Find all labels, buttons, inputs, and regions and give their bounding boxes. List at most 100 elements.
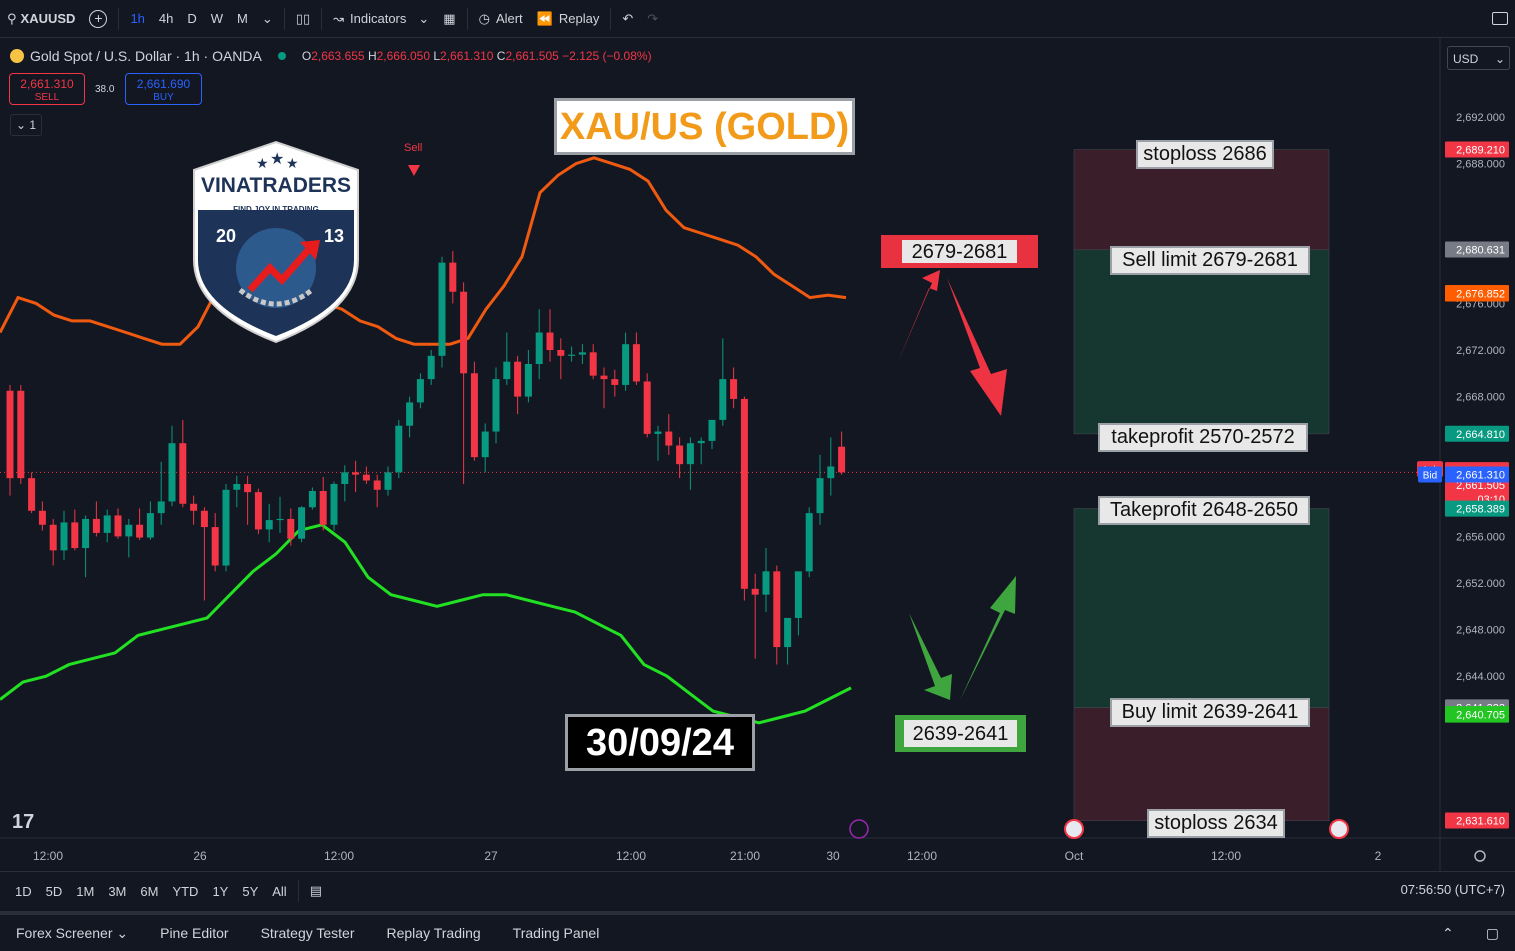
tab-replay-trading[interactable]: Replay Trading <box>386 925 481 941</box>
candles-icon: ▯▯ <box>295 10 311 26</box>
alert-button[interactable]: ◷ Alert <box>472 0 530 37</box>
candle-body <box>578 352 586 355</box>
arrow-down-green-icon <box>909 613 952 700</box>
price-tag-label: 2,661.310 <box>1456 470 1505 482</box>
candle-body <box>481 431 489 458</box>
candle-body <box>632 344 640 382</box>
time-tick-label: 12:00 <box>324 849 354 863</box>
interval-d[interactable]: D <box>187 11 197 26</box>
range-1m[interactable]: 1M <box>76 883 95 899</box>
bottom-panel-tabs: Forex Screener ⌄ Pine Editor Strategy Te… <box>0 911 1515 951</box>
range-1d[interactable]: 1D <box>15 883 32 899</box>
range-6m[interactable]: 6M <box>140 883 159 899</box>
candle-body <box>416 379 424 403</box>
buy-zone-label: 2639-2641 <box>895 715 1026 752</box>
quantity-stepper[interactable]: ⌄ 1 <box>10 114 42 136</box>
range-all[interactable]: All <box>272 883 287 899</box>
price-tag <box>1445 500 1509 517</box>
divider <box>297 880 299 902</box>
range-5y[interactable]: 5Y <box>242 883 259 899</box>
candle-body <box>341 472 349 484</box>
goto-date-button[interactable]: ▤ <box>303 883 329 899</box>
chevron-down-icon: ⌄ <box>116 924 129 941</box>
collapse-panel-button[interactable]: ⌃ <box>1426 925 1470 942</box>
interval-1h[interactable]: 1h <box>130 11 145 26</box>
price-tag <box>1445 466 1509 483</box>
indicators-label: Indicators <box>350 11 407 26</box>
range-ytd[interactable]: YTD <box>172 883 199 899</box>
svg-text:20: 20 <box>216 226 236 246</box>
candle-body <box>103 515 111 533</box>
interval-w[interactable]: W <box>210 11 224 26</box>
indicators-button[interactable]: ↝ Indicators ⌄ <box>326 0 436 37</box>
candle-body <box>136 524 144 538</box>
candle-body <box>751 588 759 595</box>
candle-body <box>17 390 25 479</box>
currency-select[interactable]: USD ⌄ <box>1447 46 1510 70</box>
range-3m[interactable]: 3M <box>108 883 127 899</box>
layouts-button[interactable]: ▦ <box>436 0 462 37</box>
candle-body <box>438 262 446 356</box>
sell-limit-label: Sell limit 2679-2681 <box>1110 246 1310 275</box>
undo-button[interactable]: ↶ <box>615 0 640 37</box>
candle-body <box>676 445 684 465</box>
tab-forex-screener[interactable]: Forex Screener ⌄ <box>16 924 129 941</box>
redo-button[interactable]: ↷ <box>640 0 665 37</box>
sell-marker-icon <box>408 165 420 176</box>
interval-4h[interactable]: 4h <box>158 11 174 26</box>
svg-text:FIND JOY IN TRADING: FIND JOY IN TRADING <box>233 205 319 214</box>
tab-strategy-tester[interactable]: Strategy Tester <box>260 925 355 941</box>
price-tick-label: 2,652.000 <box>1456 578 1505 590</box>
candle-body <box>146 513 154 538</box>
sell-button[interactable]: 2,661.310 SELL <box>9 73 85 105</box>
clock[interactable]: 07:56:50 (UTC+7) <box>1400 882 1505 897</box>
candle-body <box>557 350 565 356</box>
range-1y[interactable]: 1Y <box>212 883 229 899</box>
divider <box>118 7 120 30</box>
candle-body <box>157 501 165 514</box>
maximize-panel-button[interactable]: ▢ <box>1470 925 1515 942</box>
candle-body <box>6 390 14 479</box>
date-annotation: 30/09/24 <box>565 714 755 771</box>
search-icon: ⚲ <box>7 10 17 26</box>
candle-body <box>568 354 576 356</box>
compare-button[interactable]: + <box>82 0 114 37</box>
sell-marker-label: Sell <box>404 142 422 154</box>
us-flag-icon <box>1064 819 1084 839</box>
candle-body <box>276 518 284 521</box>
time-tick-label: Oct <box>1065 849 1084 863</box>
candle-body <box>71 522 79 549</box>
interval-dropdown-icon[interactable]: ⌄ <box>261 10 273 26</box>
replay-button[interactable]: ⏪ Replay <box>530 0 607 37</box>
price-tag-label: 2,689.210 <box>1456 145 1505 157</box>
candle-body <box>535 332 543 364</box>
candle-body <box>330 483 338 525</box>
chart-pane[interactable]: Sell 2,692.000 2,688.000 2,676.000 2,672.000… <box>0 38 1515 871</box>
range-5d[interactable]: 5D <box>45 883 63 899</box>
chevron-down-icon: ⌄ <box>418 10 430 26</box>
candle-body <box>589 352 597 376</box>
time-tick-label: 12:00 <box>616 849 646 863</box>
buy-button[interactable]: 2,661.690 BUY <box>125 73 202 105</box>
window-icon: ▢ <box>1485 924 1499 941</box>
candle-body <box>28 478 36 511</box>
candle-body <box>384 472 392 490</box>
symbol-title: Gold Spot / U.S. Dollar · 1h · OANDA <box>30 48 262 64</box>
indicators-icon: ↝ <box>333 10 345 26</box>
buy-limit-label: Buy limit 2639-2641 <box>1110 698 1310 727</box>
candle-body <box>254 492 262 530</box>
fullscreen-button[interactable] <box>1485 0 1515 37</box>
chart-type-button[interactable]: ▯▯ <box>289 0 317 37</box>
symbol-search[interactable]: ⚲ XAUUSD <box>0 0 82 37</box>
price-chart[interactable]: Sell2,692.0002,688.0002,676.0002,672.000… <box>0 38 1515 871</box>
candle-body <box>708 419 716 441</box>
tab-pine-editor[interactable]: Pine Editor <box>160 925 229 941</box>
candle-body <box>92 518 100 533</box>
interval-m[interactable]: M <box>237 11 248 26</box>
top-toolbar: ⚲ XAUUSD + 1h 4h D W M ⌄ ▯▯ ↝ Indicators… <box>0 0 1515 38</box>
time-tick-label: 12:00 <box>33 849 63 863</box>
svg-text:★: ★ <box>270 151 284 168</box>
time-tick-label: 12:00 <box>1211 849 1241 863</box>
candle-body <box>600 375 608 380</box>
tab-trading-panel[interactable]: Trading Panel <box>512 925 600 941</box>
